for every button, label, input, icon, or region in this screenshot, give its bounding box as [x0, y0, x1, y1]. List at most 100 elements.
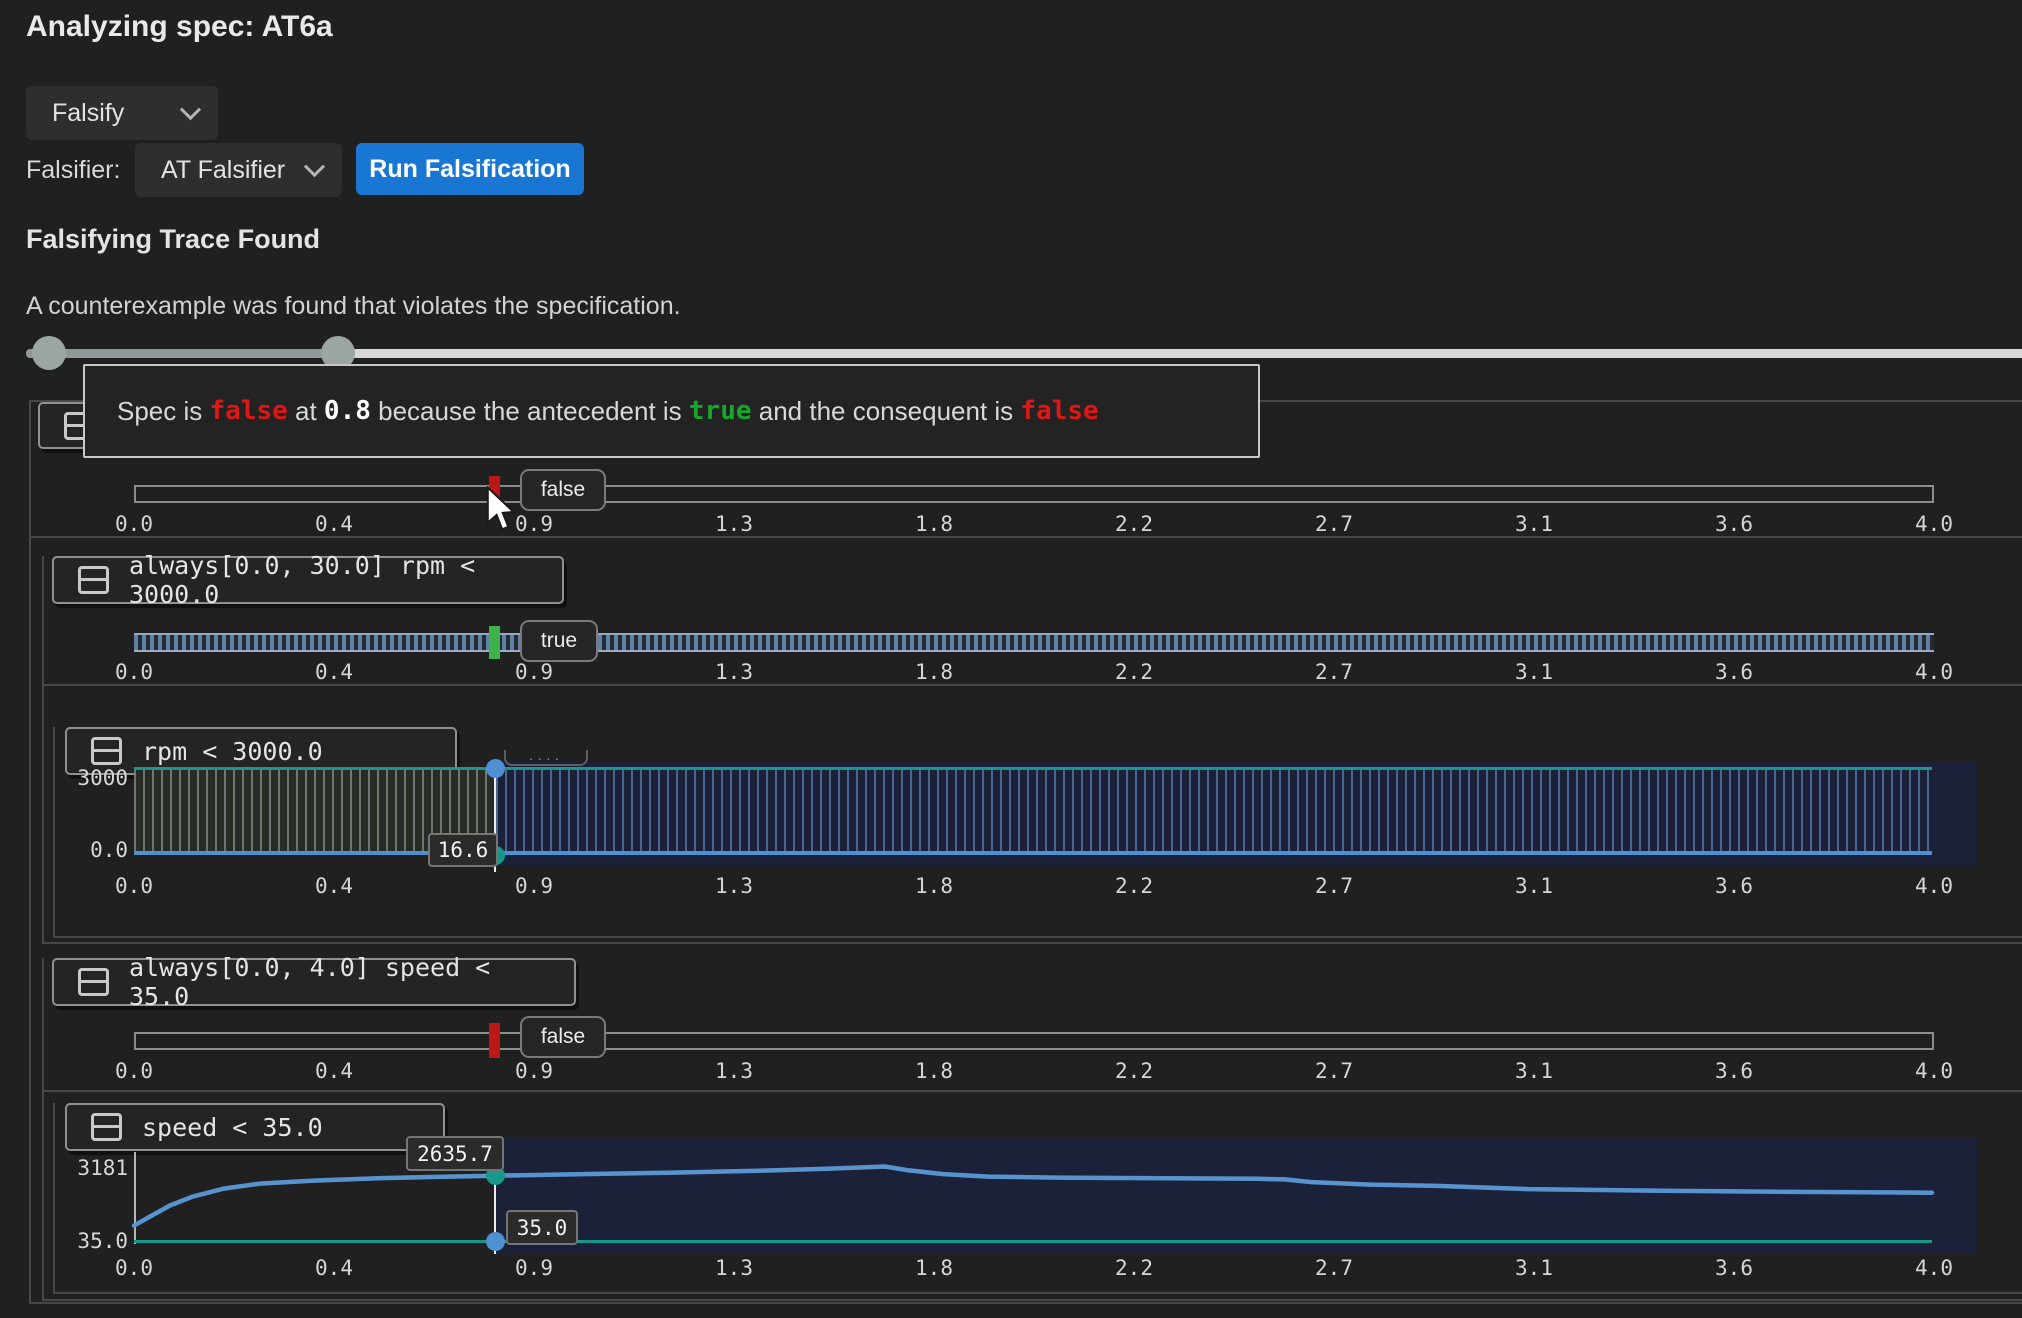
rpm-time-cursor[interactable]	[494, 760, 496, 872]
time-axis: 0.0 0.4 0.9 1.3 1.8 2.2 2.7 3.1 3.6 4.0	[0, 512, 2022, 536]
tick-label: 1.3	[715, 1256, 753, 1280]
tick-label: 3.6	[1715, 660, 1753, 684]
tick-label: 2.2	[1115, 874, 1153, 898]
tooltip-segment: false	[209, 396, 288, 426]
tick-label: 2.7	[1315, 1059, 1353, 1083]
tick-label: 2.2	[1115, 1256, 1153, 1280]
falsifier-select[interactable]: AT Falsifier	[135, 143, 342, 197]
tick-label: 2.2	[1115, 660, 1153, 684]
time-axis: 0.0 0.4 0.9 1.3 1.8 2.2 2.7 3.1 3.6 4.0	[0, 1059, 2022, 1083]
tick-label: 3.1	[1515, 1059, 1553, 1083]
antecedent-verdict-track[interactable]	[134, 633, 1934, 652]
tick-label: 1.8	[915, 1059, 953, 1083]
rpm-robustness-band-left	[134, 770, 496, 854]
tooltip-segment: because the antecedent is	[370, 395, 689, 426]
falsifier-select-value: AT Falsifier	[161, 155, 286, 184]
spec-verdict-track[interactable]	[134, 485, 1934, 503]
collapse-icon[interactable]	[78, 566, 109, 594]
tick-label: 0.0	[115, 874, 153, 898]
speed-chart-cursor-region	[496, 1138, 1978, 1254]
tooltip-segment: at	[287, 395, 324, 426]
tick-label: 1.8	[915, 512, 953, 536]
tick-label: 1.8	[915, 660, 953, 684]
speed-ymax-label: 3181	[77, 1156, 128, 1180]
collapse-icon[interactable]	[78, 968, 109, 996]
tick-label: 2.7	[1315, 874, 1353, 898]
consequent-verdict-label: false	[520, 1016, 606, 1058]
page-title: Analyzing spec: AT6a	[26, 10, 333, 43]
consequent-verdict-marker[interactable]	[489, 1023, 500, 1058]
tick-label: 3.1	[1515, 1256, 1553, 1280]
rpm-cursor-dot-top[interactable]	[486, 759, 505, 778]
collapse-icon[interactable]	[91, 1113, 122, 1141]
speed-panel-header[interactable]: speed < 35.0	[65, 1103, 445, 1151]
tick-label: 3.1	[1515, 874, 1553, 898]
falsifier-label: Falsifier:	[26, 156, 121, 184]
tick-label: 0.9	[515, 874, 553, 898]
tick-label: 0.0	[115, 512, 153, 536]
rpm-formula: rpm < 3000.0	[142, 736, 323, 766]
tick-label: 0.0	[115, 1059, 153, 1083]
tick-label: 2.2	[1115, 1059, 1153, 1083]
rpm-cursor-value: 16.6	[428, 833, 498, 867]
tick-label: 2.7	[1315, 660, 1353, 684]
rpm-clipped-value-box: ····	[504, 750, 588, 766]
speed-cursor-value: 2635.7	[406, 1136, 504, 1171]
tick-label: 3.6	[1715, 512, 1753, 536]
mode-select-value: Falsify	[52, 98, 125, 127]
consequent-panel-header[interactable]: always[0.0, 4.0] speed < 35.0	[52, 953, 576, 1011]
tick-label: 1.3	[715, 512, 753, 536]
tick-label: 0.0	[115, 1256, 153, 1280]
slider-track-selected[interactable]	[26, 349, 338, 358]
tooltip-segment: Spec is	[117, 395, 210, 426]
antecedent-verdict-label: true	[520, 620, 598, 662]
tick-label: 2.7	[1315, 1256, 1353, 1280]
speed-threshold-value: 35.0	[506, 1210, 578, 1245]
chevron-down-icon	[303, 156, 326, 178]
run-falsification-button[interactable]: Run Falsification	[356, 143, 584, 195]
rpm-threshold-line	[134, 767, 1932, 770]
speed-ymin-label: 35.0	[77, 1229, 128, 1253]
slider-handle-left[interactable]	[32, 336, 66, 370]
antecedent-verdict-marker[interactable]	[489, 626, 500, 659]
tick-label: 0.0	[115, 660, 153, 684]
tick-label: 0.4	[315, 1059, 353, 1083]
tick-label: 0.4	[315, 874, 353, 898]
consequent-panel-border-bottom	[42, 1299, 2022, 1301]
rpm-ymin-label: 0.0	[90, 838, 128, 862]
tick-label: 0.9	[515, 1059, 553, 1083]
spec-panel-border-bottom	[29, 1302, 2022, 1304]
consequent-verdict-track[interactable]	[134, 1032, 1934, 1050]
speed-panel-border-left	[53, 1103, 55, 1294]
antecedent-panel-header[interactable]: always[0.0, 30.0] rpm < 3000.0	[52, 551, 564, 609]
tick-label: 2.2	[1115, 512, 1153, 536]
tooltip-segment: false	[1020, 396, 1099, 426]
tick-label: 1.8	[915, 874, 953, 898]
tick-label: 1.3	[715, 874, 753, 898]
mouse-cursor-icon	[486, 486, 516, 531]
tick-label: 3.6	[1715, 1256, 1753, 1280]
rpm-panel-border-bottom	[53, 936, 2022, 938]
tick-label: 3.1	[1515, 660, 1553, 684]
chevron-down-icon	[179, 99, 202, 121]
collapse-icon[interactable]	[91, 737, 122, 765]
antecedent-panel-border-bottom	[42, 942, 2022, 944]
tick-label: 4.0	[1915, 512, 1953, 536]
speed-cursor-dot-threshold[interactable]	[486, 1232, 505, 1251]
mode-select[interactable]: Falsify	[26, 86, 218, 140]
tick-label: 1.8	[915, 1256, 953, 1280]
time-axis: 0.0 0.4 0.9 1.3 1.8 2.2 2.7 3.1 3.6 4.0	[0, 660, 2022, 684]
separator	[30, 536, 2022, 538]
separator	[42, 1090, 2022, 1092]
consequent-formula: always[0.0, 4.0] speed < 35.0	[129, 953, 491, 1011]
tick-label: 1.3	[715, 1059, 753, 1083]
tooltip-segment: true	[688, 396, 752, 426]
time-axis: 0.0 0.4 0.9 1.3 1.8 2.2 2.7 3.1 3.6 4.0	[0, 874, 2022, 898]
tick-label: 4.0	[1915, 1256, 1953, 1280]
rpm-ymax-label: 3000	[77, 766, 128, 790]
speed-formula: speed < 35.0	[142, 1112, 323, 1142]
tick-label: 0.9	[515, 1256, 553, 1280]
result-message: A counterexample was found that violates…	[26, 292, 681, 320]
slider-track[interactable]	[338, 349, 2022, 358]
